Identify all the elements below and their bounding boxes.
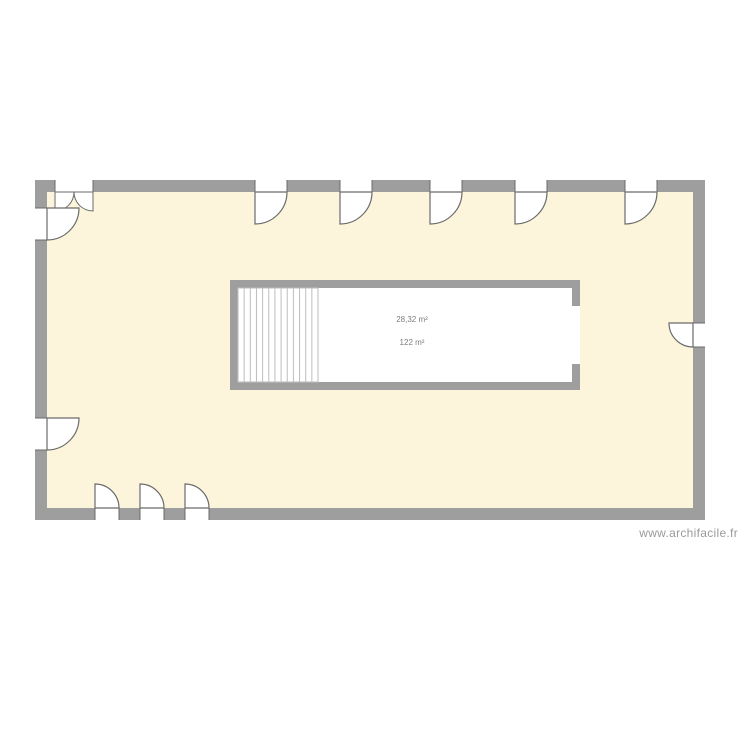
door-opening — [693, 323, 705, 347]
door-opening — [185, 508, 209, 520]
window-opening — [55, 180, 93, 192]
area-label: 28,32 m² — [396, 315, 428, 324]
door-opening — [35, 208, 47, 240]
stairs — [238, 288, 318, 382]
door-opening — [35, 418, 47, 450]
inner-opening — [572, 306, 580, 364]
area-label: 122 m² — [400, 338, 425, 347]
door-opening — [515, 180, 547, 192]
door-opening — [140, 508, 164, 520]
door-opening — [95, 508, 119, 520]
watermark-text: www.archifacile.fr — [639, 526, 738, 540]
door-opening — [255, 180, 287, 192]
floor-plan: 28,32 m² 122 m² — [0, 0, 750, 750]
door-opening — [340, 180, 372, 192]
door-opening — [430, 180, 462, 192]
door-opening — [625, 180, 657, 192]
